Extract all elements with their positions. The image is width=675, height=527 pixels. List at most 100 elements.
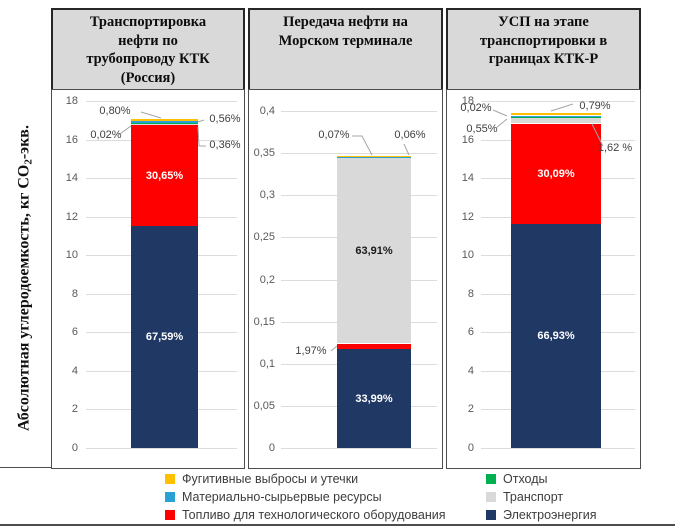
y-axis-tick-label: 16	[461, 133, 474, 146]
y-axis-tick-label: 0,15	[253, 315, 275, 328]
panel2-plot-area: 0,4 0,35 0,3 0,25 0,2 0,15 0,1 0,05 0 33,99% 63,91…	[248, 89, 443, 469]
y-axis-tick-label: 0	[71, 442, 78, 454]
panel2-title: Передача нефти на Морском терминале	[248, 8, 443, 92]
callout-label: 0,80%	[99, 105, 131, 117]
y-axis-title-tail: -экв.	[15, 125, 33, 160]
y-axis-title-subscript: 2	[22, 159, 35, 165]
legend-item-material: Материально-сырьервые ресурсы	[165, 488, 445, 506]
y-axis-tick-label: 0,35	[253, 147, 275, 160]
bar-segment-transport	[131, 123, 198, 126]
legend-item-transport: Транспорт	[486, 488, 597, 506]
y-axis-tick-label: 0,05	[253, 399, 275, 412]
y-axis-tick-label: 10	[461, 249, 474, 262]
bar-segment-fugitive	[511, 112, 601, 116]
y-axis-tick-label: 2	[467, 403, 474, 416]
legend-right-column: Отходы Транспорт Электроэнергия	[486, 470, 597, 524]
y-axis-tick-label: 0,2	[259, 273, 275, 286]
legend-label: Фугитивные выбросы и утечки	[182, 472, 359, 486]
gridline	[281, 153, 437, 155]
gridline	[281, 448, 437, 449]
gridline	[86, 101, 237, 102]
callout-label: 0,36%	[209, 139, 241, 151]
y-axis-tick-label: 6	[71, 326, 78, 339]
figure-bottom-border	[0, 524, 675, 526]
segment-value-label: 63,91%	[355, 244, 393, 257]
y-axis-tick-label: 14	[65, 172, 78, 185]
waste-swatch-icon	[486, 474, 496, 484]
segment-value-label: 66,93%	[537, 330, 575, 343]
y-axis-tick-label: 0	[268, 442, 275, 454]
y-axis-title-text: Абсолютная углеродоемкость, кг СО	[15, 164, 33, 431]
figure-baseline-left	[0, 467, 52, 468]
panel3-title-line: УСП на этапе	[498, 14, 589, 30]
y-axis-tick-label: 16	[65, 133, 78, 146]
panel3-title-line: границах КТК-Р	[488, 51, 599, 67]
callout-label: 0,56%	[209, 113, 241, 125]
gridline	[86, 448, 237, 449]
gridline	[281, 111, 437, 112]
y-axis-tick-label: 10	[65, 249, 78, 262]
panel2-title-line: Морском терминале	[278, 32, 413, 49]
panel1-title: Транспортировка нефти по трубопроводу КТ…	[51, 8, 245, 92]
y-axis-tick-label: 8	[467, 287, 474, 300]
bar-segment-electricity	[131, 225, 198, 448]
panel1-plot-area: 18 16 14 12 10 8 6 4 2 0 67,59% 30,65%	[51, 89, 245, 469]
material-swatch-icon	[165, 492, 175, 502]
panel3-plot-area: 18 16 14 12 10 8 6 4 2 0 66,93% 30,09%	[446, 89, 641, 469]
bar-segment-electricity	[337, 349, 411, 448]
legend-item-fuel: Топливо для технологического оборудовани…	[165, 506, 445, 524]
y-axis-tick-label: 12	[65, 210, 78, 223]
y-axis-tick-label: 6	[467, 326, 474, 339]
panel1-title-line: Транспортировка	[89, 14, 207, 30]
panel3-title: УСП на этапе транспортировки в границах …	[446, 8, 641, 92]
callout-label: 0,55%	[466, 123, 498, 135]
y-axis-tick-label: 0,1	[259, 357, 275, 370]
y-axis-tick-label: 4	[71, 364, 78, 377]
panel1-title-line: (Россия)	[120, 69, 176, 86]
transport-swatch-icon	[486, 492, 496, 502]
y-axis-tick-label: 8	[71, 287, 78, 300]
bar-segment-fuel	[131, 125, 198, 226]
panel1-title-line: нефти по	[118, 32, 178, 49]
bar-segment-fugitive	[337, 156, 411, 157]
legend-item-waste: Отходы	[486, 470, 597, 488]
legend-label: Отходы	[503, 472, 548, 486]
y-axis-tick-label: 0,25	[253, 231, 275, 244]
callout-label: 0,07%	[318, 129, 350, 141]
callout-label: 0,79%	[579, 100, 611, 112]
y-axis-tick-label: 18	[461, 95, 474, 107]
legend-label: Электроэнергия	[503, 508, 597, 522]
fugitive-swatch-icon	[165, 474, 175, 484]
bar-segment-transport	[511, 118, 601, 124]
y-axis-tick-label: 2	[71, 403, 78, 416]
panel1-title-line: трубопроводу КТК	[86, 51, 210, 67]
electricity-swatch-icon	[486, 510, 496, 520]
bar-segment-fuel	[337, 343, 411, 350]
bar-segment-material	[511, 115, 601, 118]
y-axis-tick-label: 18	[65, 95, 78, 107]
segment-value-label: 30,09%	[537, 167, 575, 180]
bar-segment-material	[131, 121, 198, 124]
legend-item-fugitive: Фугитивные выбросы и утечки	[165, 470, 445, 488]
callout-label: 0,02%	[90, 129, 122, 141]
panel3-title-line: транспортировки в	[479, 32, 608, 49]
y-axis-tick-label: 0	[467, 442, 474, 454]
segment-value-label: 33,99%	[355, 392, 393, 405]
gridline	[481, 448, 635, 449]
legend-label: Транспорт	[503, 490, 564, 504]
bar-segment-electricity	[511, 224, 601, 448]
y-axis-tick-label: 14	[461, 172, 474, 185]
bar-segment-fuel	[511, 123, 601, 225]
legend-item-electricity: Электроэнергия	[486, 506, 597, 524]
callout-label: 0,06%	[394, 129, 426, 141]
callout-label: 0,02%	[460, 102, 492, 114]
bar-segment-waste	[511, 117, 601, 119]
segment-value-label: 67,59%	[145, 330, 184, 343]
callout-label: 1,97%	[295, 345, 327, 357]
legend-left-column: Фугитивные выбросы и утечки Материально-…	[165, 470, 445, 524]
y-axis-tick-label: 0,3	[259, 189, 275, 202]
segment-value-label: 30,65%	[145, 169, 184, 182]
fuel-swatch-icon	[165, 510, 175, 520]
bar-segment-transport	[337, 157, 411, 344]
